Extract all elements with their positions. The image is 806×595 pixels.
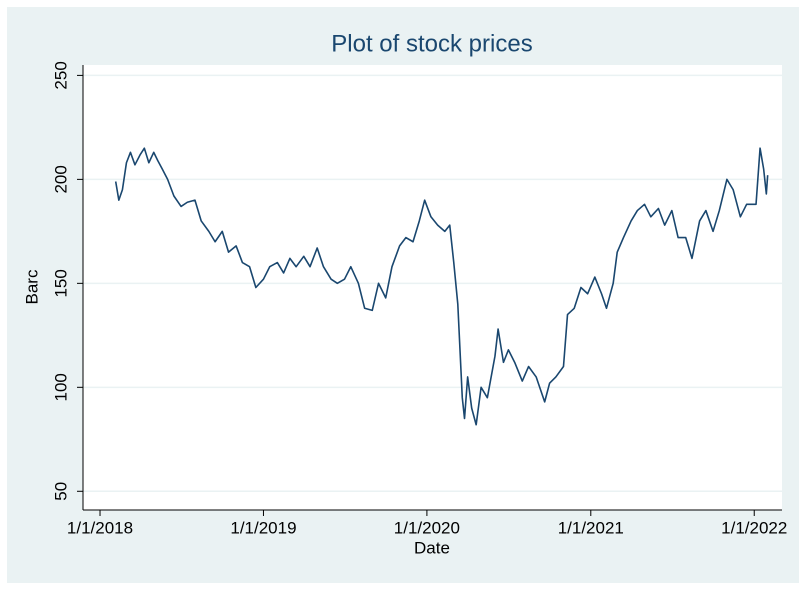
price-line	[114, 147, 769, 426]
x-tick-label: 1/1/2021	[558, 518, 624, 537]
y-tick-label: 50	[51, 482, 70, 501]
x-axis-label: Date	[414, 538, 450, 557]
plot-region	[83, 65, 782, 510]
x-tick-label: 1/1/2022	[721, 518, 787, 537]
chart-title: Plot of stock prices	[331, 30, 532, 57]
y-axis-label: Barc	[22, 269, 41, 304]
y-tick-label: 250	[51, 61, 70, 89]
x-tick-label: 1/1/2020	[394, 518, 460, 537]
x-tick-label: 1/1/2018	[67, 518, 133, 537]
y-tick-label: 200	[51, 165, 70, 193]
y-tick-label: 150	[51, 269, 70, 297]
x-tick-label: 1/1/2019	[230, 518, 296, 537]
y-tick-label: 100	[51, 373, 70, 401]
